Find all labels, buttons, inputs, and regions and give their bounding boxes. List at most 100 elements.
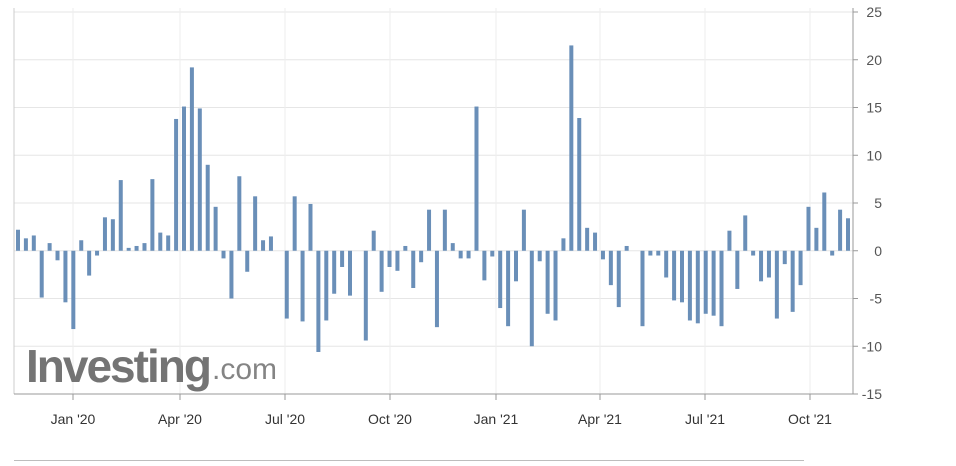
bar[interactable] (458, 250, 463, 259)
bar[interactable] (142, 243, 147, 251)
bar[interactable] (363, 250, 368, 341)
bar[interactable] (766, 250, 771, 278)
bar[interactable] (261, 240, 266, 251)
bar[interactable] (340, 250, 345, 267)
bar[interactable] (205, 164, 210, 251)
bar[interactable] (774, 250, 779, 319)
bar[interactable] (63, 250, 68, 303)
bar[interactable] (197, 108, 202, 251)
bar[interactable] (237, 176, 242, 251)
bar[interactable] (126, 247, 131, 251)
bar[interactable] (672, 250, 677, 301)
bar[interactable] (150, 179, 155, 251)
bar[interactable] (838, 209, 843, 251)
bar[interactable] (229, 250, 234, 299)
bar[interactable] (371, 230, 376, 251)
bar[interactable] (332, 250, 337, 294)
bar[interactable] (703, 250, 708, 314)
bar[interactable] (189, 67, 194, 251)
bar[interactable] (687, 250, 692, 321)
bar[interactable] (118, 180, 123, 251)
bar[interactable] (553, 250, 558, 321)
bar[interactable] (79, 240, 84, 251)
bar[interactable] (561, 238, 566, 251)
bar[interactable] (830, 250, 835, 256)
bar[interactable] (87, 250, 92, 276)
bar[interactable] (102, 217, 107, 251)
bar[interactable] (324, 250, 329, 321)
bar[interactable] (466, 250, 471, 259)
bar[interactable] (695, 250, 700, 324)
bar[interactable] (213, 206, 218, 251)
bar[interactable] (790, 250, 795, 312)
bar[interactable] (537, 250, 542, 262)
bar[interactable] (450, 243, 455, 251)
bar[interactable] (300, 250, 305, 322)
bar[interactable] (166, 235, 171, 251)
bar[interactable] (490, 250, 495, 257)
bar[interactable] (268, 236, 273, 251)
bar[interactable] (498, 250, 503, 309)
bar[interactable] (648, 250, 653, 256)
bar[interactable] (71, 250, 76, 330)
bar[interactable] (514, 250, 518, 282)
bar[interactable] (411, 250, 416, 288)
bar[interactable] (292, 196, 297, 251)
bar[interactable] (55, 250, 60, 261)
bar[interactable] (798, 250, 803, 286)
bar[interactable] (95, 250, 100, 256)
bar[interactable] (640, 250, 645, 327)
bar[interactable] (822, 192, 827, 251)
bar[interactable] (39, 250, 44, 298)
bar[interactable] (31, 235, 36, 251)
bar[interactable] (506, 250, 511, 327)
bar[interactable] (735, 250, 740, 289)
bar[interactable] (419, 250, 424, 263)
bar[interactable] (182, 106, 186, 251)
bar[interactable] (577, 118, 582, 251)
bar[interactable] (379, 250, 384, 292)
bar[interactable] (814, 227, 819, 251)
bar[interactable] (711, 250, 716, 316)
bar[interactable] (782, 250, 787, 265)
bar[interactable] (656, 250, 661, 256)
bar[interactable] (616, 250, 621, 308)
bar[interactable] (110, 219, 115, 251)
bar[interactable] (245, 250, 250, 272)
bar[interactable] (174, 118, 179, 251)
bar[interactable] (624, 245, 629, 251)
bar[interactable] (806, 206, 811, 251)
bar[interactable] (134, 245, 139, 251)
bar[interactable] (529, 250, 534, 347)
bar[interactable] (600, 250, 605, 260)
bar[interactable] (387, 250, 392, 267)
bar[interactable] (316, 250, 321, 352)
bar[interactable] (759, 250, 764, 282)
bar[interactable] (664, 250, 669, 278)
bar[interactable] (403, 245, 408, 251)
bar[interactable] (482, 250, 487, 281)
bar[interactable] (727, 230, 732, 251)
bar[interactable] (521, 209, 526, 251)
bar[interactable] (23, 238, 28, 251)
bar[interactable] (474, 106, 479, 251)
bar[interactable] (751, 250, 756, 256)
bar[interactable] (253, 196, 258, 251)
bar[interactable] (395, 250, 400, 271)
bar[interactable] (348, 250, 352, 296)
bar[interactable] (158, 232, 163, 251)
bar[interactable] (680, 250, 684, 303)
bar[interactable] (545, 250, 550, 314)
bar[interactable] (569, 45, 574, 251)
bar[interactable] (719, 250, 724, 327)
bar[interactable] (308, 203, 313, 251)
bar[interactable] (593, 232, 598, 251)
bar[interactable] (434, 250, 439, 328)
bar[interactable] (846, 218, 850, 251)
bar[interactable] (16, 229, 20, 251)
bar[interactable] (427, 209, 432, 251)
bar[interactable] (47, 243, 52, 251)
bar[interactable] (221, 250, 226, 259)
bar[interactable] (442, 209, 447, 251)
bar[interactable] (585, 227, 590, 251)
